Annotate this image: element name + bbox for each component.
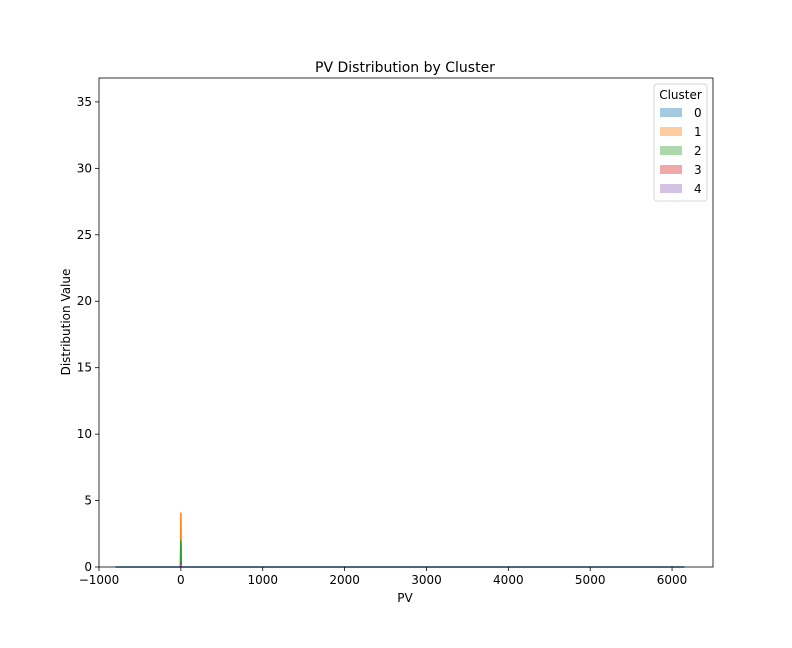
legend-swatch-1: [660, 127, 682, 136]
y-tick-label: 30: [77, 161, 92, 175]
legend-title: Cluster: [659, 88, 702, 102]
axes: −1000 0 1000 2000 3000 4000 5000 60000510152025…: [77, 77, 714, 587]
x-tick-label: 5000: [575, 573, 606, 587]
legend-label-4: 4: [694, 182, 702, 196]
x-axis-label: PV: [397, 591, 413, 605]
chart-title: PV Distribution by Cluster: [315, 60, 495, 76]
legend-swatch-2: [660, 146, 682, 155]
legend-label-2: 2: [694, 144, 702, 158]
y-tick-label: 10: [77, 427, 92, 441]
legend-label-1: 1: [694, 125, 702, 139]
x-tick-label: 1000: [247, 573, 278, 587]
y-tick-label: 35: [77, 95, 92, 109]
legend: Cluster 0 1 2 3 4: [653, 83, 708, 202]
x-tick-label: 3000: [411, 573, 442, 587]
axes-frame: [98, 77, 714, 568]
plot-area: [115, 512, 685, 568]
legend-swatch-4: [660, 184, 682, 193]
y-axis-label: Distribution Value: [59, 269, 73, 376]
x-tick-label: 6000: [657, 573, 688, 587]
series-2-line: [179, 540, 183, 568]
series-4-line: [179, 564, 183, 568]
y-tick-label: 0: [84, 560, 92, 574]
x-tick-label: −1000: [79, 573, 120, 587]
y-tick-label: 5: [84, 494, 92, 508]
legend-label-3: 3: [694, 163, 702, 177]
x-tick-label: 4000: [493, 573, 524, 587]
legend-swatch-0: [660, 108, 682, 117]
x-tick-label: 0: [177, 573, 185, 587]
legend-label-0: 0: [694, 106, 702, 120]
legend-box: [653, 83, 708, 202]
x-tick-label: 2000: [329, 573, 360, 587]
legend-swatch-3: [660, 165, 682, 174]
y-tick-label: 15: [77, 361, 92, 375]
y-tick-label: 20: [77, 294, 92, 308]
y-tick-label: 25: [77, 228, 92, 242]
